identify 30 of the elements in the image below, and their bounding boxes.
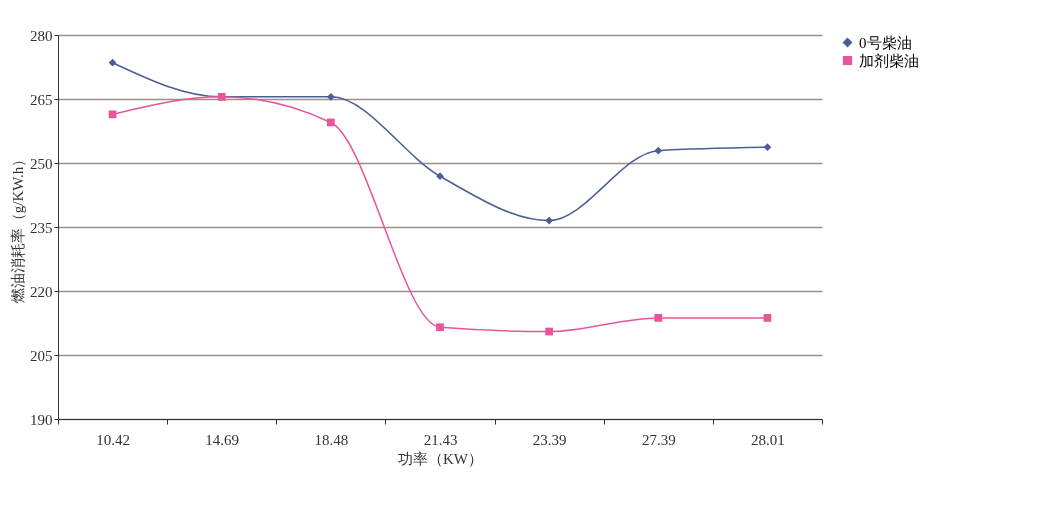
x-tick-label: 14.69 [205,431,240,448]
point [654,146,663,155]
point [763,143,772,152]
point [326,118,335,127]
point [763,314,772,322]
y-tick-label: 205 [30,347,53,364]
y-tick-label: 250 [30,155,53,172]
point [545,216,554,225]
x-tick-label: 10.42 [96,431,130,448]
point [654,314,663,322]
point [545,327,554,336]
legend-label: 0号柴油 [859,34,912,51]
y-axis-title: 燃油消耗率（g/KW.h） [10,151,26,304]
x-tick-label: 28.01 [751,431,785,448]
y-tick-label: 280 [30,27,53,44]
y-tick-label: 265 [30,91,53,108]
y-tick-label: 220 [30,283,53,300]
point [436,323,444,332]
x-axis-title: 功率（KW） [398,450,483,467]
point [326,92,335,101]
legend-label: 加剂柴油 [859,52,919,69]
point [108,58,117,67]
x-tick-label: 18.48 [314,431,349,448]
x-tick-label: 27.39 [641,431,676,448]
x-tick-label: 21.43 [423,431,458,448]
point [108,110,117,119]
y-tick-label: 235 [30,219,53,236]
x-tick-label: 23.39 [532,431,567,448]
y-tick-label: 190 [30,411,53,428]
point [436,172,444,181]
